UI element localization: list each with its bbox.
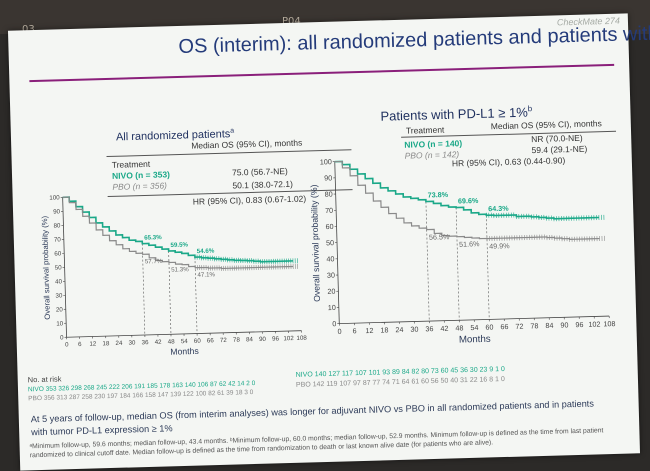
right-chart-x-tick-label: 108	[603, 319, 615, 328]
right-chart-x-tick-label: 78	[530, 321, 538, 330]
left-chart-x-tick-label: 66	[207, 337, 215, 344]
right-chart-y-tick-label: 0	[332, 319, 336, 328]
right-chart-landmark-guide	[486, 215, 490, 320]
left-chart-landmark-guide	[168, 251, 172, 335]
right-chart-y-tick-label: 90	[324, 173, 332, 182]
right-chart-x-tick-label: 12	[365, 326, 373, 335]
right-chart-y-tick-label: 60	[325, 222, 333, 231]
right-chart-x-tick-label: 96	[575, 320, 583, 329]
right-chart-curve-pbo	[334, 160, 600, 241]
right-nivo-value: NR (70.0-NE)	[531, 132, 583, 145]
left-chart-x-tick-label: 12	[89, 341, 97, 348]
left-chart-x-tick-label: 90	[259, 336, 267, 343]
right-chart-landmark-label: 51.6%	[459, 239, 480, 249]
left-chart-x-axis-label: Months	[170, 346, 199, 357]
right-chart-x-tick-label: 102	[588, 320, 600, 329]
left-chart-x-tick-label: 6	[78, 341, 82, 348]
left-chart-x-tick-label: 84	[246, 336, 254, 343]
right-chart-x-tick-label: 72	[515, 322, 523, 331]
right-chart-x-axis-label: Months	[459, 334, 491, 346]
right-km-chart: 0 10 20 30 40 50 60 70 80 90 100 0 6 12 18 24 30 36 42 48 54…	[309, 157, 616, 346]
right-chart-x-tick-label: 48	[455, 323, 463, 332]
left-col-header: Median OS (95% CI), months	[191, 137, 303, 151]
left-chart-landmark-label: 57.7%	[145, 258, 163, 266]
left-chart-y-tick-label: 100	[49, 194, 60, 201]
left-chart-landmark-label: 59.5%	[170, 241, 188, 249]
right-chart-landmark-label: 73.8%	[428, 190, 449, 200]
left-chart-y-tick-label: 90	[53, 208, 61, 215]
left-chart-landmark-label: 54.6%	[197, 248, 215, 256]
right-chart-y-tick-label: 80	[325, 190, 333, 199]
left-km-chart: 0 10 20 30 40 50 60 70 80 90 100 0 6 12 18 24 30 36 42 48 54…	[40, 194, 307, 357]
left-col-treatment: Treatment	[111, 158, 151, 170]
right-chart-landmark-guide	[425, 201, 430, 322]
right-chart-y-tick-label: 50	[326, 238, 334, 247]
right-chart-landmark-label: 56.5%	[429, 232, 450, 242]
right-chart-x-tick-label: 6	[352, 326, 356, 335]
at-risk-title: No. at risk	[27, 374, 62, 385]
left-chart-y-axis-label: Overall survival probability (%)	[40, 215, 52, 319]
left-chart-x-tick-label: 24	[115, 340, 123, 347]
right-chart-y-axis-label: Overall survival probability (%)	[309, 184, 322, 302]
right-chart-x-tick-label: 60	[485, 323, 493, 332]
left-chart-x-tick-label: 60	[194, 338, 202, 345]
left-chart-y-tick-label: 40	[55, 278, 63, 285]
right-chart-y-tick-label: 70	[325, 206, 333, 215]
left-chart-x-tick-label: 42	[155, 339, 163, 346]
left-chart-x-tick-label: 36	[142, 339, 150, 346]
left-chart-y-tick-label: 80	[53, 222, 61, 229]
left-chart-y-tick-label: 50	[55, 264, 63, 271]
left-chart-y-tick-label: 70	[54, 236, 62, 243]
right-chart-landmark-guide	[455, 207, 460, 321]
right-chart-y-tick-label: 20	[327, 287, 335, 296]
left-chart-x-tick-label: 72	[220, 337, 228, 344]
right-chart-y-tick-label: 40	[326, 254, 334, 263]
presentation-slide: CheckMate 274 OS (interim): all randomiz…	[7, 13, 650, 471]
left-chart-landmark-label: 47.1%	[197, 271, 215, 279]
left-chart-x-tick-label: 108	[296, 335, 307, 342]
left-chart-curve-nivo	[62, 196, 294, 263]
left-chart-x-tick-label: 18	[102, 340, 110, 347]
right-col-treatment: Treatment	[405, 124, 445, 136]
left-chart-x-tick-label: 102	[283, 335, 294, 342]
left-chart-x-tick-label: 54	[181, 338, 189, 345]
left-chart-x-tick-label: 78	[233, 337, 241, 344]
right-chart-x-tick-label: 42	[440, 324, 448, 333]
left-chart-landmark-guide	[142, 243, 146, 336]
left-chart-y-tick-label: 10	[56, 320, 64, 327]
left-chart-x-tick-label: 30	[128, 339, 136, 346]
left-chart-y-tick-label: 20	[56, 306, 64, 313]
title-divider	[29, 63, 615, 83]
left-chart-y-tick-label: 60	[54, 250, 62, 257]
right-chart-x-tick-label: 54	[470, 323, 478, 332]
right-chart-x-tick-label: 24	[395, 325, 403, 334]
left-chart-y-tick-label: 30	[55, 292, 63, 299]
right-chart-y-tick-label: 10	[328, 303, 336, 312]
right-chart-x-tick-label: 36	[425, 324, 433, 333]
right-chart-x-tick-label: 18	[380, 325, 388, 334]
ceiling-sign: P04	[282, 16, 301, 27]
right-chart-landmark-label: 69.6%	[458, 196, 479, 206]
right-chart-curve-nivo	[334, 160, 599, 220]
left-chart-x-tick-label: 48	[168, 338, 176, 345]
slide-title: OS (interim): all randomized patients an…	[178, 19, 650, 58]
right-chart-x-tick-label: 30	[410, 325, 418, 334]
right-chart-x-tick-label: 84	[545, 321, 553, 330]
left-chart-landmark-label: 51.3%	[171, 266, 189, 274]
left-chart-x-tick-label: 96	[272, 335, 280, 342]
left-chart-x-tick-label: 0	[65, 341, 69, 348]
right-chart-y-tick-label: 30	[327, 271, 335, 280]
left-chart-landmark-label: 65.3%	[144, 234, 162, 242]
right-chart-x-tick-label: 0	[337, 327, 341, 336]
right-chart-x-tick-label: 66	[500, 322, 508, 331]
left-chart-y-tick-label: 0	[60, 334, 64, 341]
right-chart-landmark-label: 64.3%	[488, 204, 509, 214]
right-col-header: Median OS (95% CI), months	[490, 118, 602, 132]
right-chart-landmark-label: 49.9%	[489, 241, 510, 251]
right-chart-x-tick-label: 90	[560, 320, 568, 329]
right-chart-y-tick-label: 100	[320, 157, 332, 166]
